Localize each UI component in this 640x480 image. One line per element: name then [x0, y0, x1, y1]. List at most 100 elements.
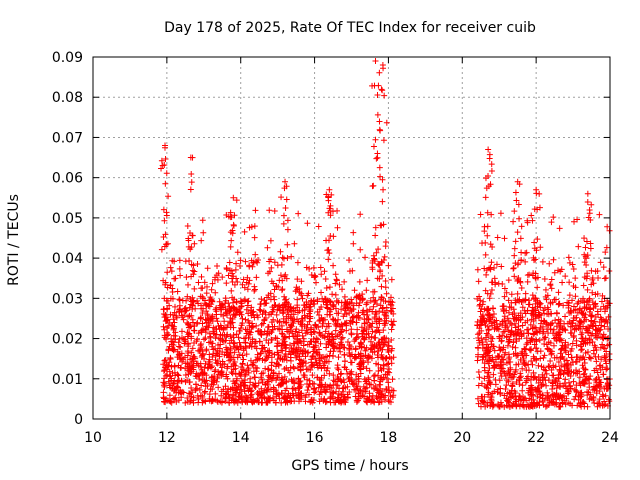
data-point: [326, 383, 333, 390]
data-point: [236, 339, 243, 346]
data-point: [240, 356, 247, 363]
data-point: [261, 317, 268, 324]
data-point: [276, 370, 283, 377]
data-point: [163, 212, 170, 219]
data-point: [383, 317, 390, 324]
data-point: [482, 251, 489, 258]
data-point: [484, 323, 491, 330]
data-point: [295, 318, 302, 325]
data-point: [292, 328, 299, 335]
data-point: [370, 143, 377, 150]
data-point: [510, 306, 517, 313]
data-point: [227, 386, 234, 393]
data-point: [254, 314, 261, 321]
data-point: [334, 394, 341, 401]
data-point: [290, 349, 297, 356]
data-point: [176, 257, 183, 264]
data-point: [228, 369, 235, 376]
data-point: [568, 345, 575, 352]
data-point: [491, 388, 498, 395]
data-point: [332, 271, 339, 278]
data-point: [312, 339, 319, 346]
data-point: [306, 377, 313, 384]
data-point: [266, 311, 273, 318]
data-point: [279, 390, 286, 397]
data-point: [485, 326, 492, 333]
data-point: [552, 296, 559, 303]
data-point: [512, 314, 519, 321]
data-point: [334, 362, 341, 369]
data-point: [244, 362, 251, 369]
data-point: [572, 293, 579, 300]
data-point: [168, 268, 175, 275]
data-point: [512, 324, 519, 331]
data-point: [199, 285, 206, 292]
data-point: [328, 340, 335, 347]
data-point: [600, 264, 607, 271]
data-point: [304, 220, 311, 227]
data-point: [198, 344, 205, 351]
data-point: [380, 298, 387, 305]
data-point: [380, 394, 387, 401]
plot-frame: [92, 56, 611, 420]
data-point: [565, 388, 572, 395]
data-point: [492, 376, 499, 383]
data-point: [381, 92, 388, 99]
data-point: [494, 234, 501, 241]
data-point: [337, 371, 344, 378]
data-point: [239, 352, 246, 359]
data-point: [361, 334, 368, 341]
data-point: [235, 334, 242, 341]
data-point: [483, 317, 490, 324]
data-point: [537, 320, 544, 327]
data-point: [367, 346, 374, 353]
data-point: [547, 326, 554, 333]
x-tick-label: 22: [527, 430, 545, 446]
data-point: [290, 311, 297, 318]
data-point: [501, 328, 508, 335]
data-point: [479, 312, 486, 319]
data-point: [493, 261, 500, 268]
data-point: [381, 341, 388, 348]
data-point: [306, 341, 313, 348]
data-point: [318, 304, 325, 311]
data-point: [204, 265, 211, 272]
data-point: [215, 384, 222, 391]
data-point: [515, 274, 522, 281]
data-point: [214, 262, 221, 269]
data-point: [271, 207, 278, 214]
data-point: [586, 325, 593, 332]
data-point: [580, 282, 587, 289]
data-point: [230, 194, 237, 201]
data-point: [369, 308, 376, 315]
data-point: [198, 382, 205, 389]
data-point: [176, 343, 183, 350]
y-tick-labels: 0 0.01 0.02 0.03 0.04 0.05 0.06 0.07 0.08 0.09: [52, 50, 83, 428]
data-point: [357, 355, 364, 362]
data-point: [201, 279, 208, 286]
data-point: [364, 299, 371, 306]
data-point: [593, 358, 600, 365]
data-point: [355, 389, 362, 396]
data-point: [195, 279, 202, 286]
data-point: [379, 259, 386, 266]
data-point: [554, 310, 561, 317]
data-point: [295, 380, 302, 387]
data-point: [352, 353, 359, 360]
y-axis-label: ROTI / TECUs: [6, 194, 22, 286]
data-point: [545, 377, 552, 384]
data-point: [251, 223, 258, 230]
data-point: [516, 393, 523, 400]
data-point: [487, 264, 494, 271]
data-point: [536, 190, 543, 197]
data-point: [516, 215, 523, 222]
data-point: [243, 351, 250, 358]
data-point: [477, 308, 484, 315]
data-point: [375, 340, 382, 347]
data-point: [347, 343, 354, 350]
data-point: [497, 210, 504, 217]
data-point: [199, 217, 206, 224]
data-point: [323, 323, 330, 330]
data-point: [587, 305, 594, 312]
data-point: [546, 363, 553, 370]
